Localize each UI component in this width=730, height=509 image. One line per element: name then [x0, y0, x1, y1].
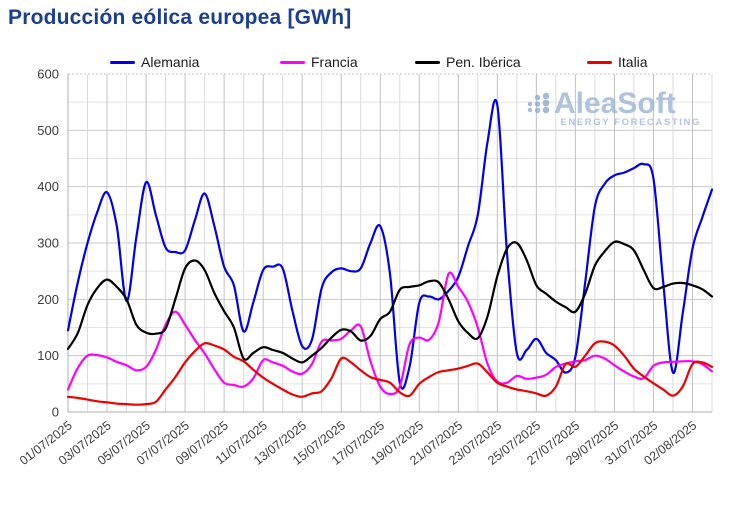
y-tick-label: 100	[37, 348, 59, 363]
series-line-alemania	[66, 98, 714, 390]
legend-label: Francia	[311, 54, 358, 70]
watermark-logo-dot	[527, 107, 533, 113]
watermark-logo-dot	[542, 106, 550, 114]
watermark-logo-dot	[542, 99, 550, 107]
legend-item-pen-ib-rica[interactable]: Pen. Ibérica	[415, 54, 521, 70]
legend-label: Italia	[618, 54, 648, 70]
legend-line-swatch	[110, 60, 135, 64]
watermark-logo-dot	[534, 94, 541, 101]
y-tick-label: 0	[52, 405, 59, 420]
legend-label: Pen. Ibérica	[446, 54, 521, 70]
watermark-logo-dot	[534, 101, 541, 107]
series-line-pen-ib-rica	[66, 240, 714, 364]
series-line-italia	[66, 340, 714, 406]
legend-item-italia[interactable]: Italia	[587, 54, 648, 70]
legend-label: Alemania	[141, 54, 200, 70]
watermark-logo-dot	[534, 107, 541, 114]
y-tick-label: 200	[37, 292, 59, 307]
legend-line-swatch	[415, 60, 440, 64]
y-tick-label: 500	[37, 123, 59, 138]
series-line-francia	[66, 271, 714, 396]
y-tick-label: 300	[37, 236, 59, 251]
legend-item-alemania[interactable]: Alemania	[110, 54, 199, 70]
watermark-logo-dot	[542, 92, 550, 100]
watermark-brand: AleaSoft	[554, 87, 676, 120]
chart-title: Producción eólica europea [GWh]	[8, 6, 352, 29]
legend-item-francia[interactable]: Francia	[280, 54, 358, 70]
y-tick-label: 600	[37, 67, 59, 82]
y-tick-label: 400	[37, 179, 59, 194]
watermark-tagline: ENERGY FORECASTING	[560, 117, 701, 128]
watermark-logo-dot	[527, 101, 533, 107]
legend-line-swatch	[587, 60, 612, 64]
chart-legend: Alemania Francia Pen. Ibérica Italia	[0, 54, 730, 74]
legend-line-swatch	[280, 60, 305, 64]
